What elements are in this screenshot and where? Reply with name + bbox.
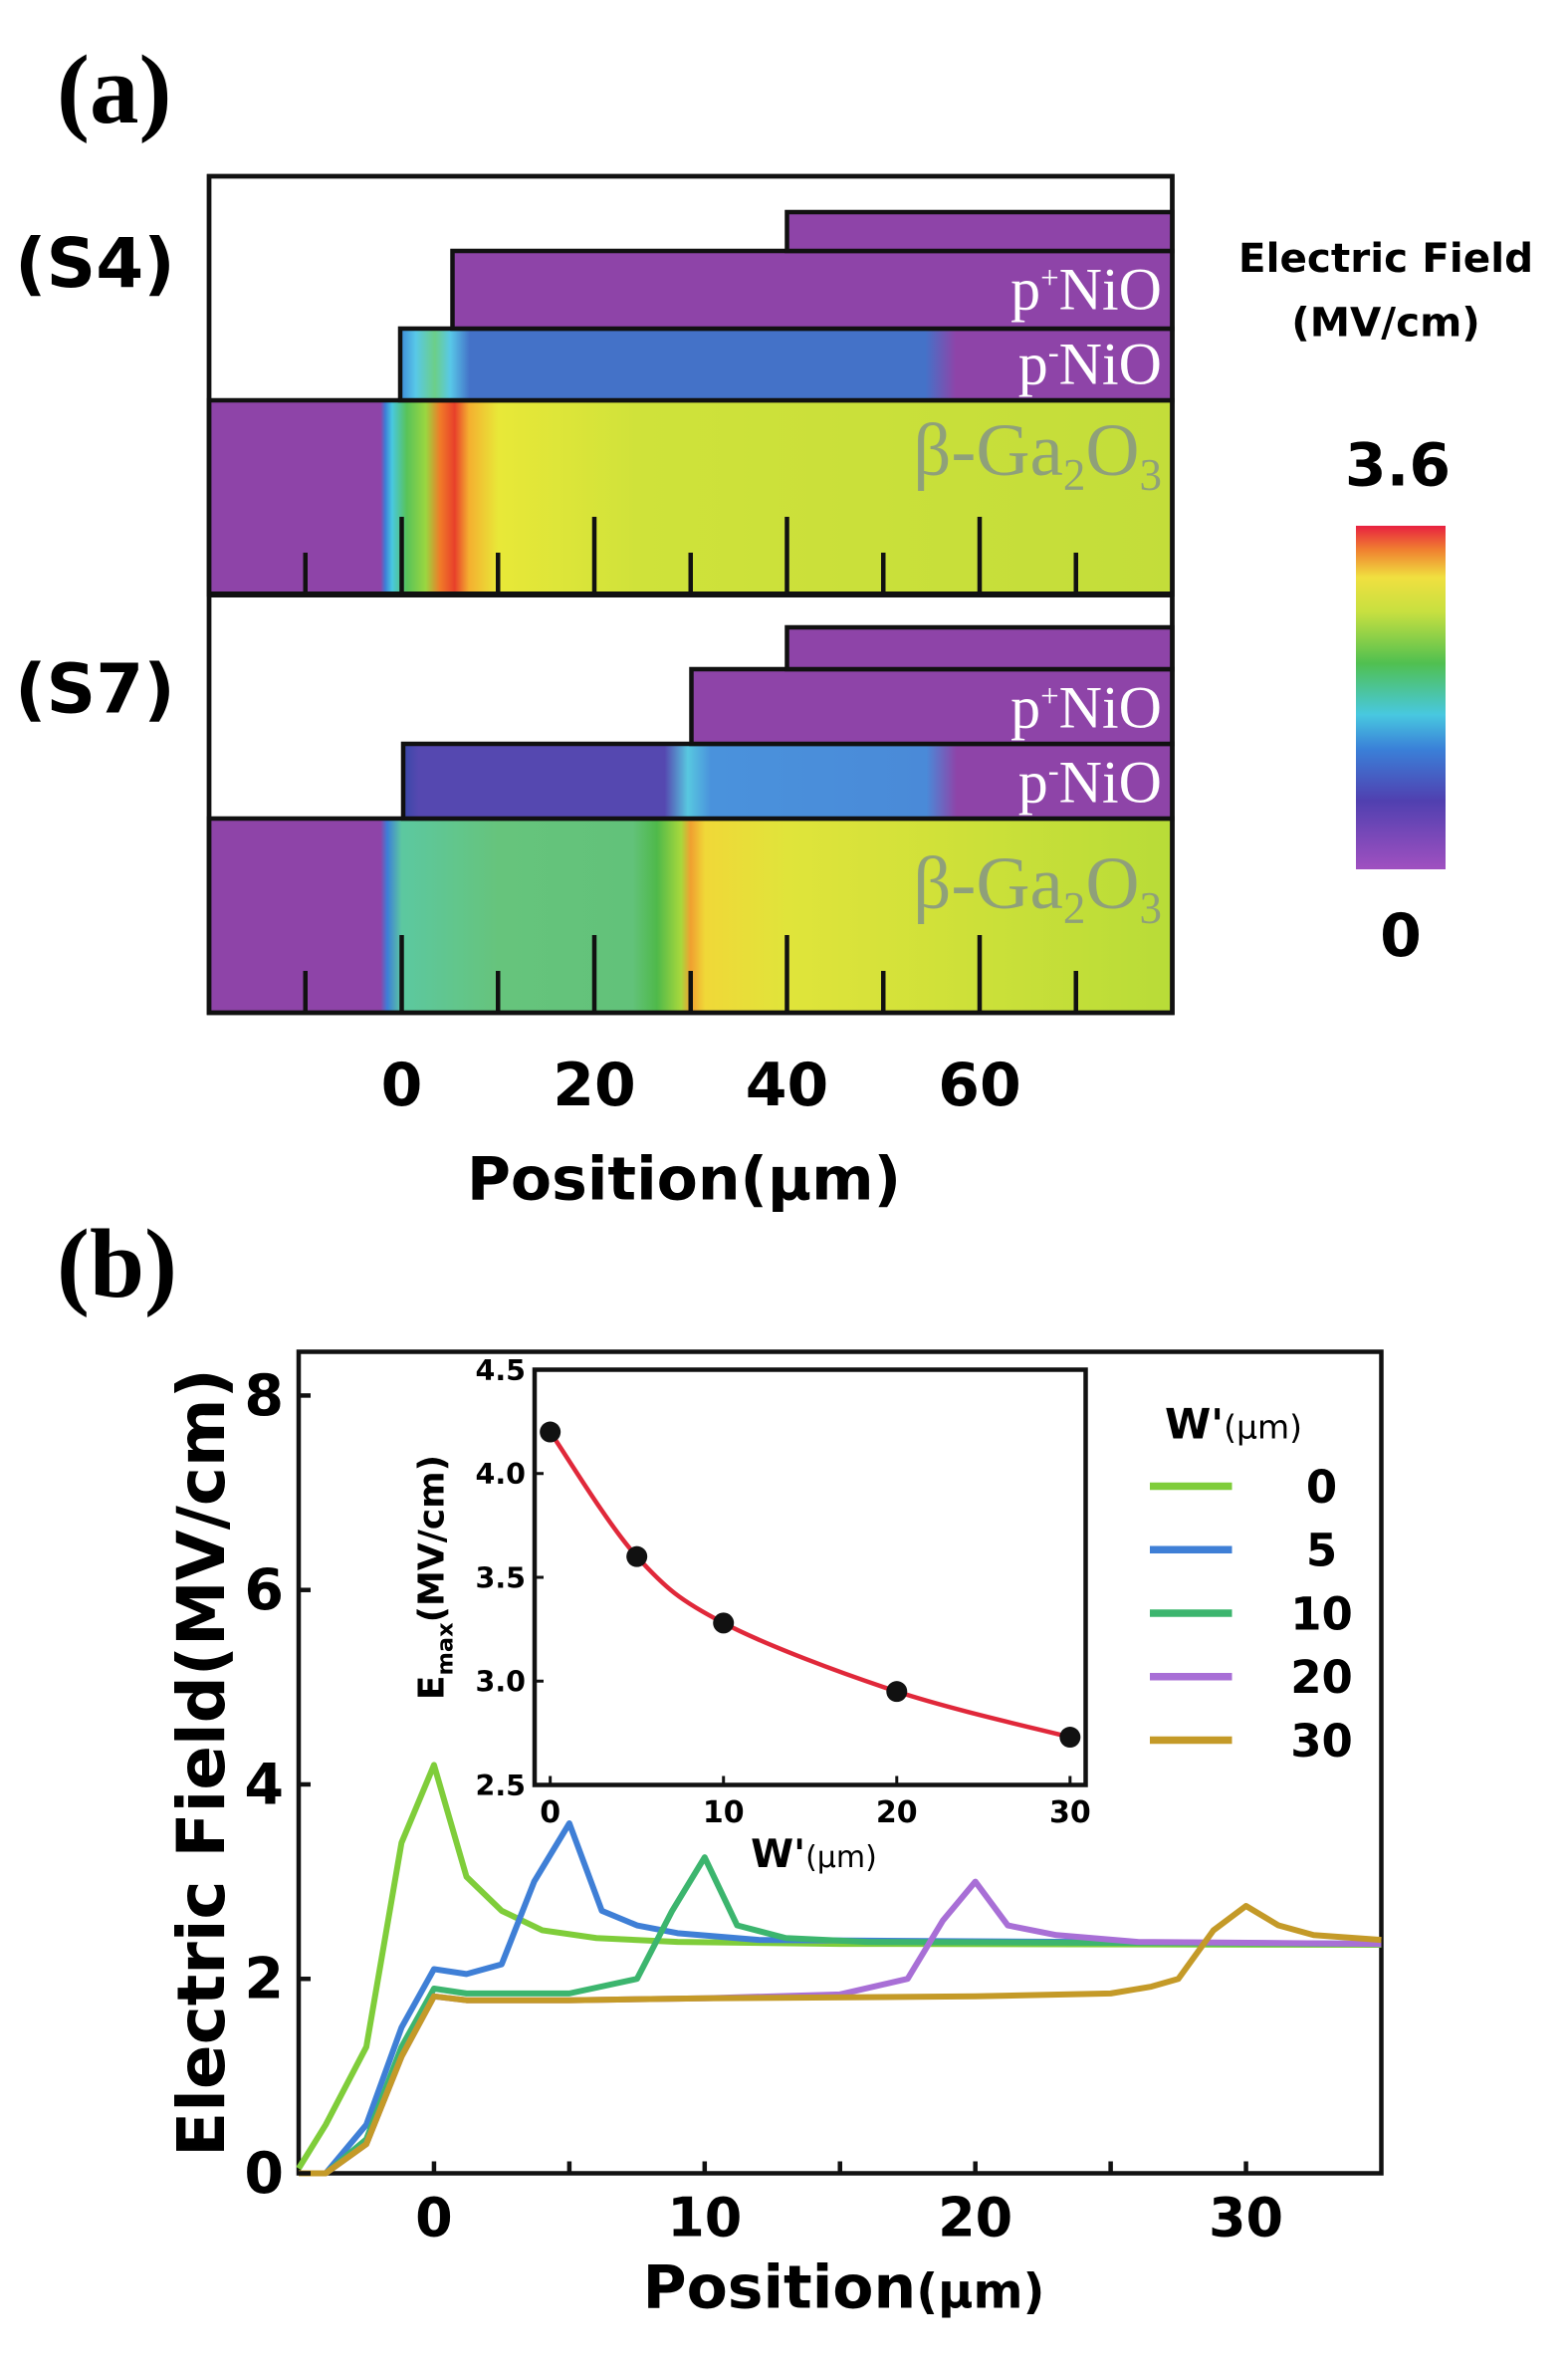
inset-x-tick-label: 0 (540, 1795, 560, 1830)
inset-data-point (1059, 1727, 1081, 1749)
s4-substrate-label: β-Ga2O3 (913, 409, 1162, 500)
panel-b-line-chart: 0 10 20 30 0 2 4 6 8 Electric Field(MV/cm) Posit… (163, 1349, 1384, 2322)
legend-label-w0: 0 (1306, 1461, 1337, 1514)
inset-x-tick-label: 10 (703, 1795, 745, 1830)
x-tick-label: 20 (938, 2186, 1012, 2248)
series-line-w30 (299, 1903, 1382, 2177)
y-tick-label: 8 (244, 1363, 284, 1429)
inset-y-tick-label: 3.0 (476, 1666, 526, 1699)
x-tick-label: 0 (415, 2186, 453, 2248)
legend-label-w10: 10 (1290, 1587, 1353, 1640)
colorbar-title-line2: (MV/cm) (1291, 298, 1480, 346)
y-tick-label: 6 (244, 1557, 284, 1623)
inset-frame (532, 1367, 1088, 1787)
x-axis-label: Position(μm) (467, 1144, 901, 1214)
colorbar (1355, 525, 1446, 869)
x-axis-label: Position(μm) (643, 2252, 1045, 2322)
inset-y-tick-label: 3.5 (476, 1561, 526, 1594)
s7-p-minus-label: p-NiO (1018, 749, 1162, 815)
inset-data-point (886, 1681, 908, 1703)
inset-x-tick-label: 20 (876, 1795, 918, 1830)
inset-fit-line (548, 1430, 1071, 1740)
colorbar-title-line1: Electric Field (1238, 234, 1533, 282)
legend: W'(μm) 0 5 10 20 30 (1149, 1399, 1353, 1768)
s4-top-layer (784, 209, 1175, 254)
colorbar-max-label: 3.6 (1345, 430, 1451, 500)
inset-data-point (713, 1612, 735, 1634)
s7-p-plus-label: p+NiO (1010, 674, 1162, 740)
s7-substrate-label: β-Ga2O3 (913, 842, 1162, 933)
x-tick-label: 10 (667, 2186, 742, 2248)
legend-label-w20: 20 (1290, 1651, 1353, 1704)
inset-data-point (540, 1421, 561, 1443)
panel-b-label: (b) (57, 1210, 177, 1318)
inset-y-axis-label: Emax(MV/cm) (412, 1455, 459, 1700)
inset-data-point (626, 1545, 648, 1567)
legend-label-w30: 30 (1290, 1715, 1353, 1768)
series-line-w5 (299, 1820, 1382, 2177)
panel-a-heatmap: (S4) (S7) p+NiO p-NiO β-Ga2O3 p+NiO p-Ni… (15, 173, 1533, 1214)
x-tick-label: 0 (381, 1051, 423, 1120)
s4-p-minus-label: p-NiO (1018, 331, 1162, 396)
inset-x-axis-label: W'(μm) (751, 1832, 877, 1877)
inset-x-tick-label: 30 (1049, 1795, 1091, 1830)
inset-y-tick-label: 4.5 (476, 1354, 526, 1387)
series-line-w0 (296, 1762, 1382, 2171)
inset-y-tick-label: 2.5 (476, 1770, 526, 1802)
y-tick-label: 2 (244, 1947, 284, 2012)
s4-p-plus-label: p+NiO (1010, 256, 1162, 322)
x-tick-label: 20 (553, 1051, 635, 1120)
y-tick-label: 4 (244, 1752, 284, 1817)
y-tick-label: 0 (244, 2141, 284, 2207)
s7-p-minus-nio (400, 741, 1175, 822)
x-tick-label: 30 (1209, 2186, 1283, 2248)
x-tick-label: 40 (746, 1051, 828, 1120)
y-axis-label: Electric Field(MV/cm) (163, 1368, 240, 2157)
inset-y-tick-label: 4.0 (476, 1458, 526, 1491)
x-ticks (303, 516, 1078, 1013)
panel-a-label: (a) (57, 36, 171, 144)
legend-label-w5: 5 (1306, 1525, 1337, 1577)
s7-p-plus-nio (689, 666, 1175, 747)
x-tick-label: 60 (938, 1051, 1020, 1120)
colorbar-min-label: 0 (1380, 901, 1422, 971)
structure-label-s7: (S7) (15, 649, 175, 729)
structure-label-s4: (S4) (15, 224, 175, 304)
s7-top-layer (784, 624, 1175, 672)
legend-title: W'(μm) (1165, 1399, 1302, 1448)
